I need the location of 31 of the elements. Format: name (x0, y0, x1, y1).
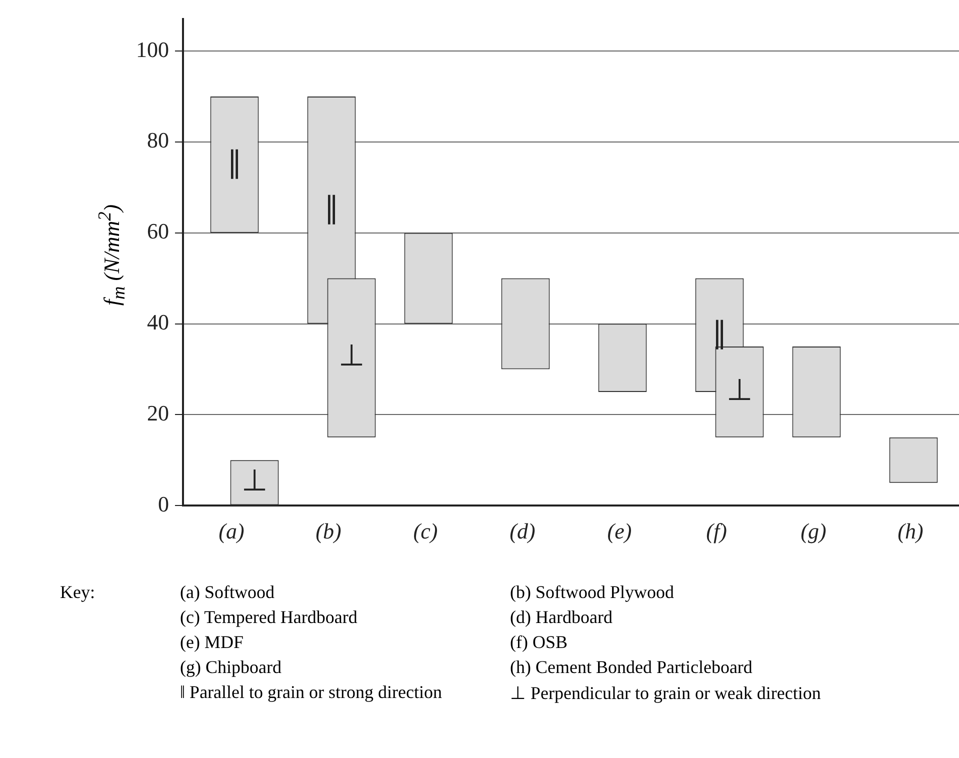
data-label: ⊥ (241, 463, 268, 498)
data-label: ∥ (324, 190, 339, 226)
x-tick-label: (c) (413, 518, 438, 544)
y-tick-label: 20 (147, 400, 169, 426)
text: (c) Tempered Hardboard (180, 607, 358, 628)
data-label: ⊥ (338, 338, 365, 374)
data-label: ⊥ (726, 372, 753, 408)
y-tick-label: 0 (158, 491, 169, 516)
text: ‖ Parallel to grain or strong direction (180, 682, 443, 704)
text: (h) Cement Bonded Particleboard (510, 657, 754, 678)
text: (f) OSB (510, 632, 568, 653)
x-tick-label: (f) (706, 518, 727, 544)
x-tick-label: (b) (316, 518, 342, 544)
text: (d) Hardboard (510, 607, 614, 628)
text: Key: (60, 582, 95, 603)
text: (b) Softwood Plywood (510, 582, 676, 603)
text: ⊥ Perpendicular to grain or weak direction (510, 682, 822, 704)
text: (e) MDF (180, 632, 244, 653)
data-label: ∥ (712, 316, 727, 351)
y-tick-label: 100 (136, 36, 169, 62)
x-tick-label: (d) (510, 518, 536, 544)
y-tick-label: 80 (147, 128, 169, 153)
x-tick-label: (a) (218, 518, 244, 544)
x-tick-label: (e) (607, 518, 632, 544)
text: (g) Chipboard (180, 657, 282, 678)
x-tick-label: (h) (898, 518, 924, 544)
y-tick-label: 60 (147, 218, 169, 244)
y-tick-label: 40 (147, 310, 169, 335)
text: (a) Softwood (180, 582, 276, 603)
data-label: ∥ (227, 145, 242, 180)
x-tick-label: (g) (800, 518, 826, 544)
